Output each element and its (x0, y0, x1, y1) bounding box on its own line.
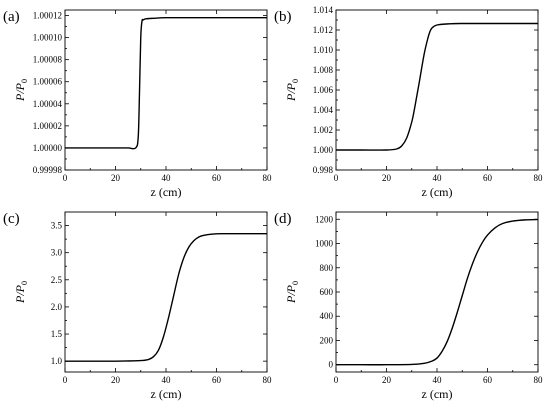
x-tick-label: 40 (433, 375, 443, 385)
x-tick-label: 0 (334, 375, 339, 385)
y-tick-label: 1.00010 (33, 33, 63, 43)
y-tick-label: 1.000 (313, 145, 334, 155)
x-tick-label: 0 (63, 173, 68, 183)
x-tick-label: 60 (212, 375, 222, 385)
y-axis-label: P/P0 (13, 281, 29, 304)
x-axis-label: z (cm) (151, 185, 182, 199)
y-tick-label: 3.0 (51, 248, 63, 258)
plot-frame (64, 9, 268, 171)
x-tick-label: 20 (382, 375, 392, 385)
y-tick-label: 2.0 (51, 302, 63, 312)
y-tick-label: 1.0 (51, 356, 63, 366)
y-tick-label: 1.002 (313, 125, 333, 135)
y-tick-label: 200 (320, 335, 334, 345)
x-tick-label: 60 (212, 173, 222, 183)
y-tick-label: 0.99998 (33, 165, 63, 175)
panel-label: (d) (274, 211, 292, 227)
y-tick-label: 1.00000 (33, 143, 63, 153)
y-tick-label: 1.00006 (33, 77, 63, 87)
plot-frame (335, 211, 539, 373)
x-tick-label: 80 (534, 173, 544, 183)
x-tick-label: 20 (111, 375, 121, 385)
y-tick-label: 1.014 (313, 5, 334, 15)
y-axis-label-sub: 0 (291, 281, 300, 285)
y-tick-label: 3.5 (51, 221, 63, 231)
y-tick-label: 2.5 (51, 275, 63, 285)
series-line (64, 16, 268, 150)
plot-frame (64, 211, 268, 373)
chart-panel-2: 0 20 40 60 80 0.998 1.000 1.002 1.004 1.006 1.008 1… (274, 5, 543, 199)
y-axis-label-main: P/P (13, 82, 27, 102)
y-axis-label: P/P0 (284, 79, 300, 102)
y-tick-label: 1.012 (313, 25, 333, 35)
x-tick-label: 80 (263, 173, 273, 183)
x-tick-label: 20 (382, 173, 392, 183)
x-tick-label: 60 (483, 375, 493, 385)
y-tick-label: 0 (329, 360, 334, 370)
y-tick-label: 1200 (315, 214, 334, 224)
y-axis-label-sub: 0 (291, 79, 300, 83)
y-tick-label: 600 (320, 287, 334, 297)
y-tick-label: 1.010 (313, 45, 334, 55)
y-tick-label: 1.00008 (33, 55, 63, 65)
y-tick-label: 1.00002 (33, 121, 62, 131)
y-tick-label: 1.5 (51, 329, 63, 339)
x-tick-label: 0 (334, 173, 339, 183)
chart-panel-1: 0 20 40 60 80 0.99998 1.00000 1.00002 1.00004 1.0… (3, 9, 272, 199)
x-tick-label: 0 (63, 375, 68, 385)
series-line (336, 218, 539, 366)
y-axis-label-main: P/P (13, 284, 27, 304)
y-tick-label: 1.008 (313, 65, 334, 75)
y-tick-label: 1.006 (313, 85, 334, 95)
x-tick-label: 80 (534, 375, 544, 385)
x-tick-label: 20 (111, 173, 121, 183)
panel-label: (c) (3, 211, 20, 227)
y-tick-label: 1.004 (313, 105, 334, 115)
x-axis-label: z (cm) (422, 185, 453, 199)
x-axis-label: z (cm) (151, 387, 182, 401)
y-axis-label: P/P0 (13, 79, 29, 102)
y-tick-label: 800 (320, 263, 334, 273)
x-tick-label: 60 (483, 173, 493, 183)
x-tick-label: 40 (162, 375, 172, 385)
y-tick-label: 1000 (315, 239, 334, 249)
y-axis-label-main: P/P (284, 284, 298, 304)
y-tick-label: 1.00004 (33, 99, 63, 109)
y-tick-label: 400 (320, 311, 334, 321)
x-axis-label: z (cm) (422, 387, 453, 401)
y-tick-label: 1.00012 (33, 11, 62, 21)
series-line (335, 22, 538, 151)
x-tick-label: 80 (263, 375, 273, 385)
chart-panel-3: 0 20 40 60 801.01.52.02.53.03.5z (cm)P/P0(c) (3, 211, 272, 401)
y-axis-label-sub: 0 (20, 281, 29, 285)
panel-label: (b) (274, 9, 292, 25)
y-tick-label: 0.998 (313, 165, 334, 175)
plot-frame (335, 9, 539, 171)
series-line (65, 232, 267, 362)
y-axis-label: P/P0 (284, 281, 300, 304)
x-tick-label: 40 (162, 173, 172, 183)
panel-label: (a) (3, 9, 20, 25)
y-axis-label-main: P/P (284, 82, 298, 102)
x-tick-label: 40 (433, 173, 443, 183)
y-axis-label-sub: 0 (20, 79, 29, 83)
